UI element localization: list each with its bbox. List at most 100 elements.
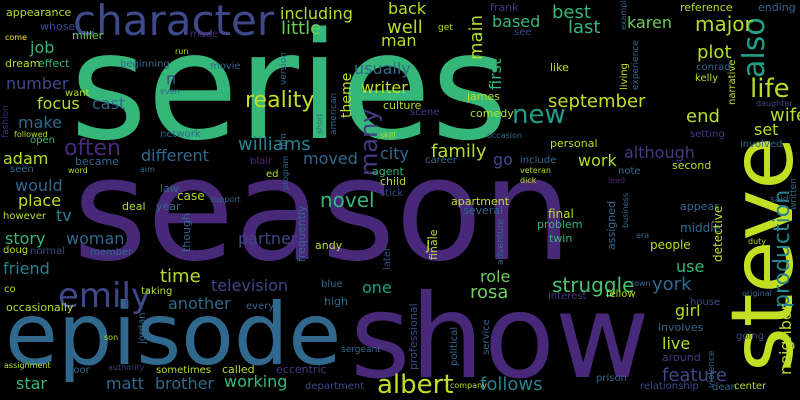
word-back: back: [388, 0, 427, 18]
word-followed: followed: [14, 130, 48, 139]
word-television: television: [211, 276, 289, 295]
word-personal: personal: [550, 137, 598, 150]
word-doug: doug: [3, 245, 29, 256]
word-major: major: [695, 12, 753, 36]
word-interest: interest: [548, 291, 587, 302]
word-middle: middle: [680, 221, 721, 235]
word-fellow: fellow: [606, 289, 636, 300]
word-involved: involved: [740, 139, 783, 150]
word-job: job: [30, 38, 55, 57]
word-sergeant: sergeant: [341, 345, 381, 355]
word-daughter: daughter: [756, 99, 793, 108]
word-experience: experience: [631, 40, 641, 90]
word-support: support: [210, 195, 241, 204]
word-town: town: [631, 279, 651, 288]
word-family: family: [431, 141, 487, 162]
word-j: j: [426, 234, 431, 253]
word-partner: partner: [238, 229, 298, 248]
word-set: set: [754, 120, 779, 139]
word-note: note: [618, 166, 641, 177]
word-last: last: [568, 17, 601, 38]
word-writer: writer: [361, 78, 408, 97]
word-story: story: [5, 229, 46, 248]
word-short: short: [315, 113, 324, 134]
word-around: around: [662, 351, 701, 364]
word-people: people: [650, 238, 691, 252]
word-novel: novel: [320, 188, 375, 212]
word-cast: cast: [92, 94, 126, 113]
word-involves: involves: [658, 321, 704, 334]
word-whose: whose: [40, 20, 76, 33]
word-frequently: frequently: [295, 205, 308, 263]
word-eccentric: eccentric: [276, 363, 327, 376]
word-kelly: kelly: [695, 73, 719, 84]
word-aim: aim: [140, 165, 155, 174]
word-written: written: [789, 178, 799, 210]
word-n: n: [166, 69, 177, 88]
word-law: law: [160, 182, 179, 195]
word-go: go: [493, 150, 513, 169]
word-struggle: struggle: [552, 273, 635, 297]
word-veteran: veteran: [520, 166, 551, 175]
word-usually: usually: [354, 59, 411, 78]
word-live: live: [662, 334, 691, 353]
word-every: every: [246, 301, 275, 312]
word-andy: andy: [315, 239, 343, 252]
word-door: door: [67, 365, 90, 376]
word-often: often: [64, 136, 121, 161]
word-living: living: [619, 63, 630, 90]
word-made: made: [190, 29, 219, 40]
word-apartment: apartment: [451, 195, 510, 208]
word-occasion: occasion: [487, 131, 522, 140]
word-james: james: [467, 90, 501, 103]
word-service: service: [481, 319, 492, 355]
word-business: business: [621, 193, 630, 228]
word-said: said: [770, 195, 789, 205]
word-blue: blue: [321, 279, 343, 290]
word-american: american: [329, 92, 339, 135]
word-program: program: [281, 155, 290, 190]
word-however: however: [3, 211, 46, 222]
word-dick: dick: [520, 176, 537, 185]
word-dream: dream: [5, 57, 41, 70]
word-conrad: conrad: [696, 62, 731, 73]
word-film: film: [279, 133, 289, 150]
word-normal: normal: [30, 246, 66, 257]
word-karen: karen: [627, 13, 672, 32]
word-house: house: [690, 297, 721, 308]
word-main: main: [466, 15, 487, 60]
word-effect: effect: [38, 57, 70, 70]
word-became: became: [75, 155, 120, 168]
word-movie: movie: [210, 61, 241, 72]
word-working: working: [224, 372, 288, 391]
word-city: city: [380, 144, 409, 163]
word-career: career: [425, 155, 457, 166]
word-appearance: appearance: [6, 6, 72, 19]
word-include: include: [520, 155, 557, 166]
word-relationship: relationship: [640, 381, 699, 392]
word-get: get: [438, 23, 453, 33]
word-neighbor: neighbor: [776, 303, 795, 375]
word-life: life: [750, 74, 790, 104]
word-network: network: [160, 129, 201, 140]
word-episode: episode: [5, 285, 342, 385]
word-reference: reference: [680, 1, 733, 14]
word-adam: adam: [3, 149, 49, 168]
word-want: want: [65, 88, 90, 99]
word-even: even: [160, 87, 180, 96]
word-tv: tv: [56, 206, 72, 225]
word-reality: reality: [245, 88, 315, 113]
word-season: season: [73, 128, 573, 293]
word-theme: theme: [339, 72, 355, 118]
word-sometimes: sometimes: [156, 365, 212, 376]
word-adventure: adventure: [496, 218, 506, 265]
word-jordan: jordan: [137, 312, 148, 344]
word-final: final: [548, 207, 574, 221]
word-duty: duty: [748, 237, 767, 246]
word-department: department: [305, 381, 365, 392]
word-different: different: [141, 146, 209, 165]
word-work: work: [578, 151, 617, 170]
word-rosa: rosa: [470, 282, 509, 303]
word-case: case: [177, 189, 205, 203]
word-including: including: [280, 4, 353, 23]
